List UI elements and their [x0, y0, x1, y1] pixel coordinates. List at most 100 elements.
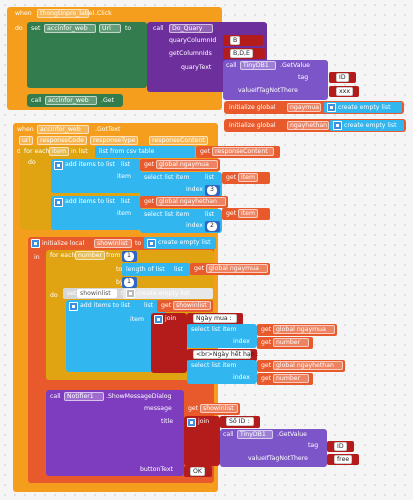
gear-icon[interactable]	[147, 239, 156, 248]
foreach-var-item[interactable]: item	[49, 147, 69, 156]
get-item-dropdown[interactable]: item	[238, 209, 258, 218]
text-ok-block[interactable]: OK	[184, 466, 212, 477]
get-component-dropdown[interactable]: accinfor_web	[45, 96, 97, 105]
query-proc-dropdown[interactable]: Do_Quary	[169, 24, 213, 33]
get-number-block-1[interactable]: get number	[257, 337, 313, 349]
text-free-block[interactable]: free	[327, 454, 359, 465]
text-b-value[interactable]: B	[230, 36, 241, 45]
param-responsetype[interactable]: responseType	[90, 136, 139, 145]
call-get-block[interactable]: call accinfor_web .Get	[27, 94, 123, 107]
text-bde-value[interactable]: B,D,E	[230, 49, 253, 58]
number-by-block[interactable]: 1	[122, 277, 137, 288]
text-id-value[interactable]: ID	[336, 73, 349, 82]
global-ngaymua-dropdown[interactable]: global ngaymua	[273, 325, 335, 334]
number-3-block[interactable]: 3	[205, 185, 220, 196]
select-list-item-label: select list item	[191, 326, 237, 333]
gear-icon[interactable]	[54, 161, 63, 170]
global-ngayhethan-dropdown[interactable]: global ngayhethan	[156, 197, 226, 206]
get-showinlist-block-2[interactable]: get showinlist	[184, 403, 240, 415]
global-ngaymua-dropdown[interactable]: global ngaymua	[156, 160, 218, 169]
gear-icon[interactable]	[54, 198, 63, 207]
text-br-value[interactable]: <br>Ngày hết hạn :	[193, 350, 259, 359]
create-empty-list-4[interactable]: create empty list	[123, 288, 213, 299]
get-global-ngayhethan-3[interactable]: get global ngayhethan	[257, 360, 345, 372]
add-items-ngayhethan-block[interactable]: add items to list list item	[51, 196, 141, 230]
text-free-value[interactable]: free	[334, 455, 353, 464]
gear-icon[interactable]	[69, 302, 78, 311]
param-responsecode[interactable]: responseCode	[37, 136, 87, 145]
text-bde-block[interactable]: B,D,E	[223, 48, 265, 59]
text-soid-value[interactable]: Số ID :	[226, 417, 254, 426]
text-xxx-value[interactable]: xxx	[336, 87, 353, 96]
number-dropdown[interactable]: number	[273, 374, 309, 383]
global-ngaymua-dropdown[interactable]: global ngaymua	[206, 264, 268, 273]
gear-icon[interactable]	[154, 315, 163, 324]
add-items-ngaymua-block[interactable]: add items to list list item	[51, 159, 141, 193]
notifier-call-block[interactable]: call Notifier1 .ShowMessageDialog messag…	[46, 390, 184, 476]
set-component-dropdown[interactable]: accinfor_web	[44, 24, 96, 33]
text-id-block[interactable]: ID	[329, 72, 356, 83]
number-2-value[interactable]: 2	[207, 222, 217, 231]
param-responsecontent[interactable]: responseContent	[149, 136, 208, 145]
param-url[interactable]: url	[19, 136, 34, 145]
text-br-block[interactable]: <br>Ngày hết hạn :	[187, 349, 259, 361]
get-showinlist-block-1[interactable]: get showinlist	[157, 300, 213, 312]
gottext-component-dropdown[interactable]: accinfor_web	[37, 125, 89, 134]
text-soid-block[interactable]: Số ID :	[220, 416, 260, 428]
get-responsecontent-block[interactable]: get responseContent	[196, 146, 280, 158]
gear-icon[interactable]	[187, 418, 196, 427]
get-item-dropdown[interactable]: item	[238, 173, 258, 182]
list-from-csv-block[interactable]: list from csv table	[95, 146, 195, 158]
set-url-block[interactable]: set accinfor_web Url to	[27, 22, 147, 88]
showinlist-dropdown[interactable]: showinlist	[200, 404, 238, 413]
number-2-block[interactable]: 2	[205, 221, 220, 232]
number-from-block[interactable]: 1	[122, 251, 137, 262]
global-name-ngaymua[interactable]: ngaymua	[287, 103, 321, 112]
gear-icon[interactable]	[333, 121, 342, 130]
tinydb1-getvalue-block[interactable]: call TinyDB1 .GetValue tag valueIfTagNot…	[223, 60, 328, 100]
number-from-value[interactable]: 1	[124, 252, 134, 261]
number-dropdown[interactable]: number	[273, 338, 309, 347]
get-global-ngaymua-3[interactable]: get global ngaymua	[257, 324, 337, 336]
gear-icon[interactable]	[327, 103, 336, 112]
gear-icon[interactable]	[31, 239, 40, 248]
foreach-var-number[interactable]: number	[75, 251, 106, 260]
get-responsecontent-dropdown[interactable]: responseContent	[212, 147, 274, 156]
tinydb1-dropdown[interactable]: TinyDB1	[240, 61, 276, 70]
local-name-dropdown[interactable]: showinlist	[94, 239, 132, 248]
number-3-value[interactable]: 3	[207, 186, 217, 195]
get-global-ngaymua-len[interactable]: get global ngaymua	[190, 263, 270, 275]
number-by-value[interactable]: 1	[124, 278, 134, 287]
create-empty-list-3[interactable]: create empty list	[144, 237, 216, 249]
select-list-item-3[interactable]: select list item index	[187, 324, 257, 348]
set-showinlist-dropdown[interactable]: showinlist	[77, 289, 117, 298]
text-id-value[interactable]: ID	[334, 442, 347, 451]
showinlist-dropdown[interactable]: showinlist	[173, 301, 211, 310]
join-block-2[interactable]: join	[184, 416, 220, 466]
get-item-block-2[interactable]: get item	[222, 208, 270, 220]
gear-icon[interactable]	[126, 289, 135, 298]
notifier-dropdown[interactable]: Notifier1	[64, 392, 104, 401]
text-ngaymua-block[interactable]: Ngày mua :	[187, 313, 243, 325]
text-b-block[interactable]: B	[223, 35, 263, 46]
create-empty-list-1[interactable]: create empty list	[324, 102, 402, 113]
get-number-block-2[interactable]: get number	[257, 373, 313, 385]
length-of-list-block[interactable]: length of list list	[122, 263, 190, 276]
get-global-ngaymua-block[interactable]: get global ngaymua	[140, 159, 220, 171]
tinydb1-dropdown[interactable]: TinyDB1	[237, 430, 273, 439]
global-ngayhethan-dropdown[interactable]: global ngayhethan	[273, 361, 343, 370]
set-prop-dropdown[interactable]: Url	[99, 24, 121, 33]
create-empty-list-2[interactable]: create empty list	[330, 120, 404, 131]
get-item-block-1[interactable]: get item	[222, 172, 270, 184]
text-xxx-block[interactable]: xxx	[329, 86, 359, 97]
text-ngaymua-value[interactable]: Ngày mua :	[193, 314, 237, 323]
global-name-ngayhethan[interactable]: ngayhethan	[287, 121, 329, 130]
select-list-item-4[interactable]: select list item index	[187, 360, 257, 384]
click-component-dropdown[interactable]: thongtinpro_label	[37, 9, 94, 18]
join-block-1[interactable]: join	[151, 313, 187, 373]
text-ok-value[interactable]: OK	[190, 467, 205, 476]
tinydb1-getvalue-block-2[interactable]: call TinyDB1 .GetValue tag valueIfTagNot…	[220, 429, 327, 467]
add-items-showinlist-block[interactable]: add items to list list item	[66, 300, 166, 372]
get-global-ngayhethan-block[interactable]: get global ngayhethan	[140, 196, 228, 208]
text-id-block-2[interactable]: ID	[327, 441, 354, 452]
